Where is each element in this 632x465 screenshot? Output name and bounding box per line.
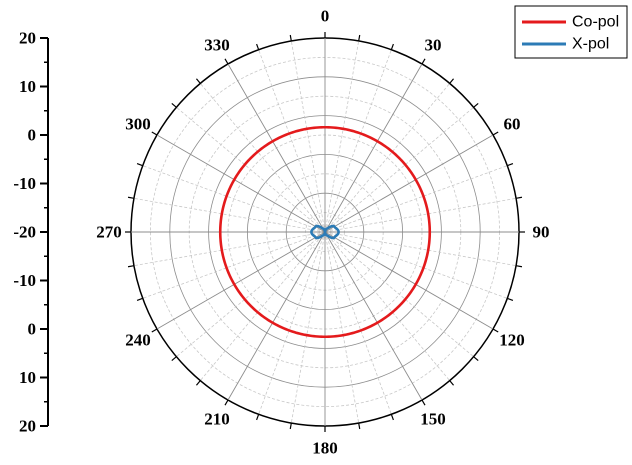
minor-spoke bbox=[176, 106, 326, 233]
angle-tick bbox=[358, 34, 361, 42]
minor-spoke bbox=[199, 231, 326, 381]
angle-label: 0 bbox=[321, 7, 330, 26]
major-spoke bbox=[324, 231, 494, 330]
radial-axis: 20 10 0 -10 -20 -10 0 10 20 bbox=[13, 29, 49, 436]
minor-spoke bbox=[133, 231, 326, 267]
minor-spoke bbox=[324, 231, 451, 381]
angle-tick bbox=[390, 43, 394, 50]
legend-box bbox=[514, 5, 628, 59]
minor-spoke bbox=[324, 231, 508, 299]
angle-tick bbox=[127, 196, 135, 199]
angle-tick bbox=[473, 102, 479, 108]
angle-tick bbox=[195, 78, 201, 84]
angle-tick bbox=[289, 34, 292, 42]
angle-tick bbox=[449, 380, 455, 386]
minor-spoke bbox=[142, 165, 326, 233]
radial-tick-label: 10 bbox=[19, 77, 36, 96]
legend-label: X-pol bbox=[572, 36, 609, 53]
angle-tick bbox=[390, 414, 394, 421]
minor-spoke bbox=[258, 231, 326, 415]
minor-spoke bbox=[290, 40, 326, 233]
angle-tick bbox=[507, 297, 514, 301]
major-spoke bbox=[227, 231, 326, 401]
major-spoke bbox=[324, 231, 423, 401]
angle-label: 210 bbox=[204, 410, 230, 429]
angle-label: 60 bbox=[504, 115, 521, 134]
angle-tick bbox=[171, 356, 177, 362]
angle-tick bbox=[507, 163, 514, 167]
angle-tick bbox=[127, 265, 135, 268]
angle-tick bbox=[136, 163, 143, 167]
minor-spoke bbox=[324, 40, 360, 233]
major-spoke bbox=[156, 134, 326, 233]
angle-tick bbox=[449, 78, 455, 84]
angle-tick bbox=[289, 422, 292, 430]
minor-spoke bbox=[133, 197, 326, 233]
radial-tick-label: 0 bbox=[28, 320, 37, 339]
angle-label: 300 bbox=[125, 115, 151, 134]
minor-spoke bbox=[324, 106, 474, 233]
minor-spoke bbox=[324, 231, 360, 424]
major-spoke bbox=[227, 63, 326, 233]
angle-tick bbox=[151, 131, 158, 136]
polar-grid bbox=[125, 32, 525, 432]
minor-spoke bbox=[324, 165, 508, 233]
minor-spoke bbox=[290, 231, 326, 424]
minor-spoke bbox=[324, 231, 474, 358]
radial-tick-label: 20 bbox=[19, 29, 36, 48]
minor-spoke bbox=[142, 231, 326, 299]
minor-spoke bbox=[199, 83, 326, 233]
angle-tick bbox=[515, 265, 523, 268]
angle-tick bbox=[492, 131, 499, 136]
angle-label: 270 bbox=[96, 223, 122, 242]
series-line-x-pol bbox=[310, 224, 340, 240]
angle-tick bbox=[151, 328, 158, 333]
angle-tick bbox=[421, 58, 426, 65]
angle-label: 150 bbox=[420, 410, 446, 429]
angle-tick bbox=[492, 328, 499, 333]
angle-tick bbox=[224, 399, 229, 406]
angle-tick bbox=[473, 356, 479, 362]
legend: Co-pol X-pol bbox=[514, 5, 628, 59]
major-spoke bbox=[324, 63, 423, 233]
angle-tick bbox=[195, 380, 201, 386]
angle-labels: 0 30 60 90 120 150 180 210 240 270 300 330 bbox=[96, 7, 549, 458]
minor-spoke bbox=[258, 49, 326, 233]
angle-label: 240 bbox=[125, 331, 151, 350]
angle-tick bbox=[421, 399, 426, 406]
angle-tick bbox=[224, 58, 229, 65]
angle-tick bbox=[358, 422, 361, 430]
minor-spoke bbox=[324, 197, 517, 233]
major-spoke bbox=[324, 134, 494, 233]
radial-tick-label: 10 bbox=[19, 368, 36, 387]
angle-label: 90 bbox=[533, 223, 550, 242]
minor-spoke bbox=[324, 231, 392, 415]
radial-tick-label: -10 bbox=[13, 174, 36, 193]
radial-tick-label: 20 bbox=[19, 417, 36, 436]
angle-tick bbox=[256, 414, 260, 421]
angle-tick bbox=[256, 43, 260, 50]
minor-spoke bbox=[324, 49, 392, 233]
radial-tick-label: -20 bbox=[13, 223, 36, 242]
minor-spoke bbox=[324, 83, 451, 233]
angle-label: 120 bbox=[499, 331, 525, 350]
angle-label: 30 bbox=[425, 35, 442, 54]
series-line-co-pol bbox=[218, 125, 432, 339]
minor-spoke bbox=[324, 231, 517, 267]
minor-spoke bbox=[176, 231, 326, 358]
radial-tick-label: 0 bbox=[28, 126, 37, 145]
angle-tick bbox=[136, 297, 143, 301]
angle-label: 330 bbox=[204, 35, 230, 54]
angle-tick bbox=[171, 102, 177, 108]
angle-label: 180 bbox=[312, 439, 338, 458]
major-spoke bbox=[156, 231, 326, 330]
angle-tick bbox=[515, 196, 523, 199]
series-layer bbox=[218, 125, 432, 339]
radial-tick-label: -10 bbox=[13, 271, 36, 290]
legend-label: Co-pol bbox=[572, 14, 619, 31]
